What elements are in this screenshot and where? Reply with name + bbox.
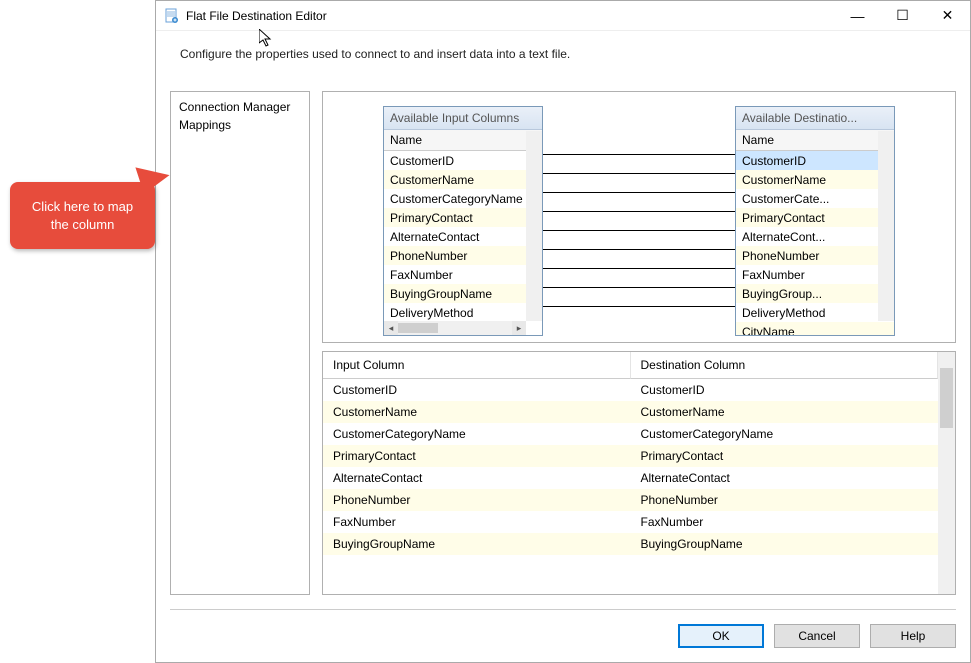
- titlebar: Flat File Destination Editor — ☐ ✕: [156, 1, 970, 31]
- table-row[interactable]: CustomerIDCustomerID: [323, 379, 938, 401]
- list-item[interactable]: CustomerID: [384, 151, 542, 170]
- list-item[interactable]: CustomerCategoryName: [384, 189, 542, 208]
- input-list-title: Available Input Columns: [384, 107, 542, 130]
- table-header: Input Column Destination Column: [323, 352, 938, 379]
- input-list-header[interactable]: Name ⌄: [384, 130, 542, 151]
- minimize-button[interactable]: —: [835, 1, 880, 30]
- list-item[interactable]: PhoneNumber: [736, 246, 894, 265]
- close-button[interactable]: ✕: [925, 1, 970, 30]
- list-item[interactable]: PrimaryContact: [736, 208, 894, 227]
- vertical-scrollbar[interactable]: [878, 131, 894, 321]
- mapping-diagram: Available Input Columns Name ⌄ CustomerI…: [322, 91, 956, 343]
- mapping-lines: [543, 154, 735, 328]
- dest-list-items: CustomerID CustomerName CustomerCate... …: [736, 151, 894, 335]
- footer: OK Cancel Help: [156, 610, 970, 662]
- list-item[interactable]: BuyingGroupName: [384, 284, 542, 303]
- list-item[interactable]: AlternateContact: [384, 227, 542, 246]
- help-button[interactable]: Help: [870, 624, 956, 648]
- vertical-scrollbar[interactable]: [526, 131, 542, 321]
- sidebar-item-connection-manager[interactable]: Connection Manager: [179, 98, 301, 116]
- table-vertical-scrollbar[interactable]: [938, 352, 955, 594]
- dest-list-header[interactable]: Name: [736, 130, 894, 151]
- maximize-button[interactable]: ☐: [880, 1, 925, 30]
- table-row[interactable]: PrimaryContactPrimaryContact: [323, 445, 938, 467]
- list-item[interactable]: CityName: [736, 322, 894, 335]
- list-item[interactable]: DeliveryMethod: [736, 303, 894, 322]
- list-item[interactable]: CustomerID: [736, 151, 894, 170]
- table-row[interactable]: CustomerNameCustomerName: [323, 401, 938, 423]
- list-item[interactable]: CustomerName: [384, 170, 542, 189]
- input-columns-list: Available Input Columns Name ⌄ CustomerI…: [383, 106, 543, 336]
- list-item[interactable]: PrimaryContact: [384, 208, 542, 227]
- sidebar-item-mappings[interactable]: Mappings: [179, 116, 301, 134]
- description-text: Configure the properties used to connect…: [156, 31, 970, 91]
- file-icon: [164, 8, 180, 24]
- list-item[interactable]: CustomerName: [736, 170, 894, 189]
- mapping-table: Input Column Destination Column Customer…: [322, 351, 956, 595]
- editor-window: Flat File Destination Editor — ☐ ✕ Confi…: [155, 0, 971, 663]
- dest-list-title: Available Destinatio...: [736, 107, 894, 130]
- table-row[interactable]: BuyingGroupNameBuyingGroupName: [323, 533, 938, 555]
- list-item[interactable]: DeliveryMethod: [384, 303, 542, 322]
- tooltip-callout: Click here to map the column: [10, 182, 155, 249]
- input-list-items: CustomerID CustomerName CustomerCategory…: [384, 151, 542, 335]
- sidebar: Connection Manager Mappings: [170, 91, 310, 595]
- table-row[interactable]: FaxNumberFaxNumber: [323, 511, 938, 533]
- list-item[interactable]: BuyingGroup...: [736, 284, 894, 303]
- table-row[interactable]: PhoneNumberPhoneNumber: [323, 489, 938, 511]
- cancel-button[interactable]: Cancel: [774, 624, 860, 648]
- window-title: Flat File Destination Editor: [186, 9, 835, 23]
- list-item[interactable]: CustomerCate...: [736, 189, 894, 208]
- horizontal-scrollbar[interactable]: ◂▸: [384, 321, 526, 335]
- table-row[interactable]: AlternateContactAlternateContact: [323, 467, 938, 489]
- list-item[interactable]: FaxNumber: [736, 265, 894, 284]
- table-row[interactable]: CustomerCategoryNameCustomerCategoryName: [323, 423, 938, 445]
- table-header-dest[interactable]: Destination Column: [631, 352, 939, 379]
- destination-columns-list: Available Destinatio... Name CustomerID …: [735, 106, 895, 336]
- list-item[interactable]: FaxNumber: [384, 265, 542, 284]
- ok-button[interactable]: OK: [678, 624, 764, 648]
- list-item[interactable]: PhoneNumber: [384, 246, 542, 265]
- table-header-input[interactable]: Input Column: [323, 352, 631, 379]
- list-item[interactable]: AlternateCont...: [736, 227, 894, 246]
